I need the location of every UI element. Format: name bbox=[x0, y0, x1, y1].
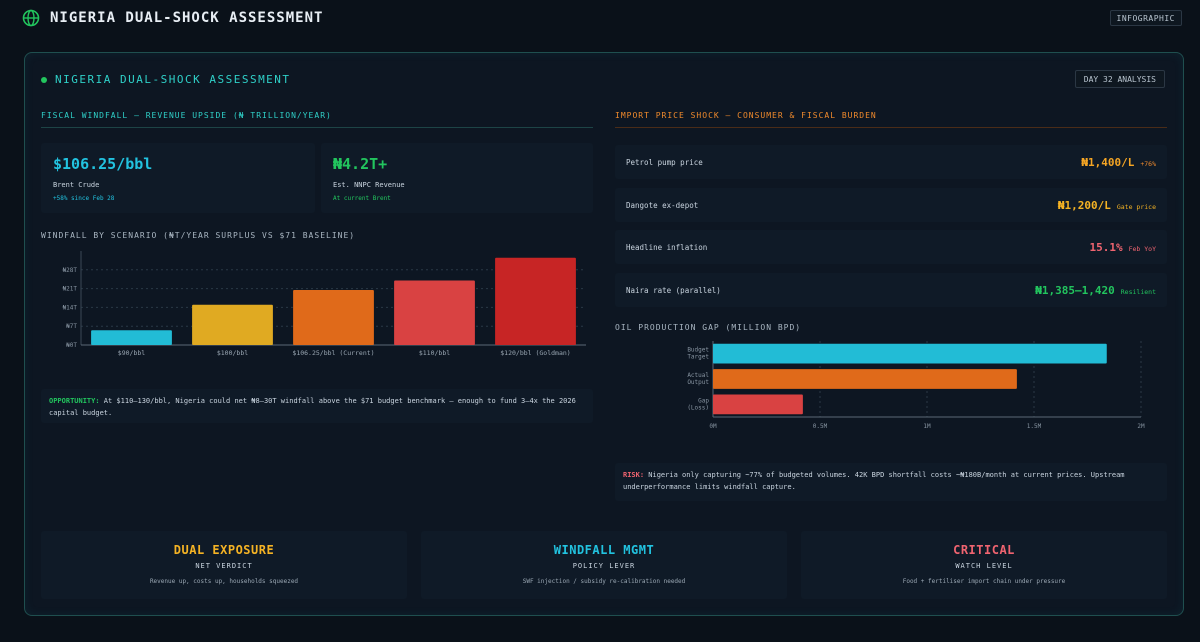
stat-value: ₦4.2T+ bbox=[333, 155, 388, 173]
status-dot-icon bbox=[41, 76, 47, 83]
row-dangote-ex-depot: Dangote ex-depot ₦1,200/L Gate price bbox=[615, 188, 1167, 222]
top-bar: NIGERIA DUAL-SHOCK ASSESSMENT bbox=[0, 0, 1200, 36]
row-sub: Gate price bbox=[1116, 202, 1156, 211]
chart-bar bbox=[713, 394, 803, 415]
x-tick-label: 1.5M bbox=[1027, 423, 1042, 430]
chart-bar bbox=[713, 369, 1017, 389]
row-petrol-price: Petrol pump price ₦1,400/L +76% bbox=[615, 145, 1167, 179]
x-tick-label: $106.25/bbl (Current) bbox=[292, 349, 374, 357]
stat-label: Brent Crude bbox=[53, 181, 100, 189]
y-tick-label: Budget bbox=[687, 347, 709, 354]
panel-title-text: NIGERIA DUAL-SHOCK ASSESSMENT bbox=[55, 73, 291, 86]
y-tick-label: ₦7T bbox=[66, 323, 77, 330]
panel-title: NIGERIA DUAL-SHOCK ASSESSMENT bbox=[41, 73, 291, 86]
y-tick-label: ₦14T bbox=[63, 304, 78, 311]
row-sub: +76% bbox=[1140, 159, 1156, 168]
app-title: NIGERIA DUAL-SHOCK ASSESSMENT bbox=[50, 10, 324, 26]
row-headline-inflation: Headline inflation 15.1% Feb YoY bbox=[615, 230, 1167, 264]
y-tick-label: ₦28T bbox=[63, 267, 78, 274]
row-label: Dangote ex-depot bbox=[626, 200, 699, 210]
day-analysis-badge: DAY 32 ANALYSIS bbox=[1074, 70, 1165, 88]
verdict-description: Food + fertiliser import chain under pre… bbox=[902, 578, 1066, 585]
stat-sub: +58% since Feb 28 bbox=[53, 195, 115, 202]
verdict-subtitle: WATCH LEVEL bbox=[955, 562, 1013, 570]
assessment-panel: NIGERIA DUAL-SHOCK ASSESSMENT DAY 32 ANA… bbox=[24, 52, 1184, 616]
fiscal-windfall-header: FISCAL WINDFALL — REVENUE UPSIDE (₦ TRIL… bbox=[41, 111, 593, 128]
x-tick-label: $90/bbl bbox=[118, 349, 145, 357]
windfall-chart-title: WINDFALL BY SCENARIO (₦T/YEAR SURPLUS VS… bbox=[41, 231, 356, 240]
stat-value: $106.25/bbl bbox=[53, 155, 153, 173]
y-tick-label: (Loss) bbox=[687, 404, 709, 411]
infographic-badge[interactable]: INFOGRAPHIC bbox=[1109, 10, 1182, 26]
chart-bar bbox=[495, 257, 576, 345]
row-value: ₦1,385–1,420 bbox=[1035, 283, 1115, 297]
x-tick-label: 1M bbox=[923, 423, 931, 430]
row-label: Petrol pump price bbox=[626, 157, 703, 167]
y-tick-label: Output bbox=[687, 379, 709, 386]
row-value: 15.1% bbox=[1089, 240, 1123, 254]
chart-bar bbox=[192, 304, 273, 345]
verdict-subtitle: NET VERDICT bbox=[195, 562, 253, 570]
stat-label: Est. NNPC Revenue bbox=[333, 181, 405, 189]
y-tick-label: ₦0T bbox=[66, 342, 77, 349]
verdict-card-critical: CRITICAL WATCH LEVEL Food + fertiliser i… bbox=[801, 531, 1167, 599]
y-tick-label: Target bbox=[687, 354, 709, 361]
row-value: ₦1,200/L bbox=[1057, 198, 1111, 212]
row-label: Naira rate (parallel) bbox=[626, 285, 721, 295]
y-tick-label: Actual bbox=[687, 372, 709, 379]
import-shock-header: IMPORT PRICE SHOCK — CONSUMER & FISCAL B… bbox=[615, 111, 1167, 128]
x-tick-label: $120/bbl (Goldman) bbox=[500, 349, 570, 357]
row-naira-rate: Naira rate (parallel) ₦1,385–1,420 Resili… bbox=[615, 273, 1167, 307]
verdict-title: WINDFALL MGMT bbox=[553, 543, 655, 557]
y-tick-label: Gap bbox=[698, 397, 709, 404]
y-tick-label: ₦21T bbox=[63, 286, 78, 293]
globe-icon bbox=[22, 9, 40, 27]
stat-sub: At current Brent bbox=[333, 195, 391, 202]
verdict-description: Revenue up, costs up, households squeeze… bbox=[149, 578, 299, 585]
chart-bar bbox=[293, 289, 374, 345]
production-chart-title: OIL PRODUCTION GAP (MILLION BPD) bbox=[615, 323, 802, 332]
x-tick-label: 0M bbox=[709, 423, 717, 430]
x-tick-label: $110/bbl bbox=[419, 349, 450, 357]
brent-crude-card: $106.25/bbl Brent Crude +58% since Feb 2… bbox=[41, 143, 315, 213]
chart-bar bbox=[91, 330, 172, 345]
row-label: Headline inflation bbox=[626, 242, 708, 252]
windfall-bar-chart: ₦0T ₦7T ₦14T ₦21T ₦28T $90/bbl $100/bbl $106.25… bbox=[63, 251, 586, 357]
x-tick-label: 0.5M bbox=[813, 423, 828, 430]
row-sub: Resilient bbox=[1120, 287, 1156, 296]
x-tick-label: 2M bbox=[1137, 423, 1145, 430]
row-value: ₦1,400/L bbox=[1081, 155, 1135, 169]
opportunity-label: OPPORTUNITY: bbox=[49, 397, 100, 405]
opportunity-text: At $110–130/bbl, Nigeria could net ₦8–30… bbox=[49, 397, 576, 417]
x-tick-label: $100/bbl bbox=[217, 349, 248, 357]
verdict-description: SWF injection / subsidy re-calibration n… bbox=[522, 578, 686, 585]
opportunity-note: OPPORTUNITY: At $110–130/bbl, Nigeria co… bbox=[41, 389, 593, 423]
risk-note: RISK: Nigeria only capturing ~77% of bud… bbox=[615, 463, 1167, 501]
row-sub: Feb YoY bbox=[1128, 244, 1156, 253]
verdict-title: CRITICAL bbox=[953, 543, 1015, 557]
risk-label: RISK: bbox=[623, 471, 645, 479]
verdict-card-windfall-mgmt: WINDFALL MGMT POLICY LEVER SWF injection… bbox=[421, 531, 787, 599]
verdict-card-dual-exposure: DUAL EXPOSURE NET VERDICT Revenue up, co… bbox=[41, 531, 407, 599]
chart-bar bbox=[394, 280, 475, 345]
nnpc-revenue-card: ₦4.2T+ Est. NNPC Revenue At current Bren… bbox=[321, 143, 593, 213]
risk-text: Nigeria only capturing ~77% of budgeted … bbox=[623, 471, 1125, 491]
verdict-subtitle: POLICY LEVER bbox=[572, 562, 636, 570]
chart-bar bbox=[713, 343, 1107, 364]
verdict-title: DUAL EXPOSURE bbox=[173, 543, 275, 557]
